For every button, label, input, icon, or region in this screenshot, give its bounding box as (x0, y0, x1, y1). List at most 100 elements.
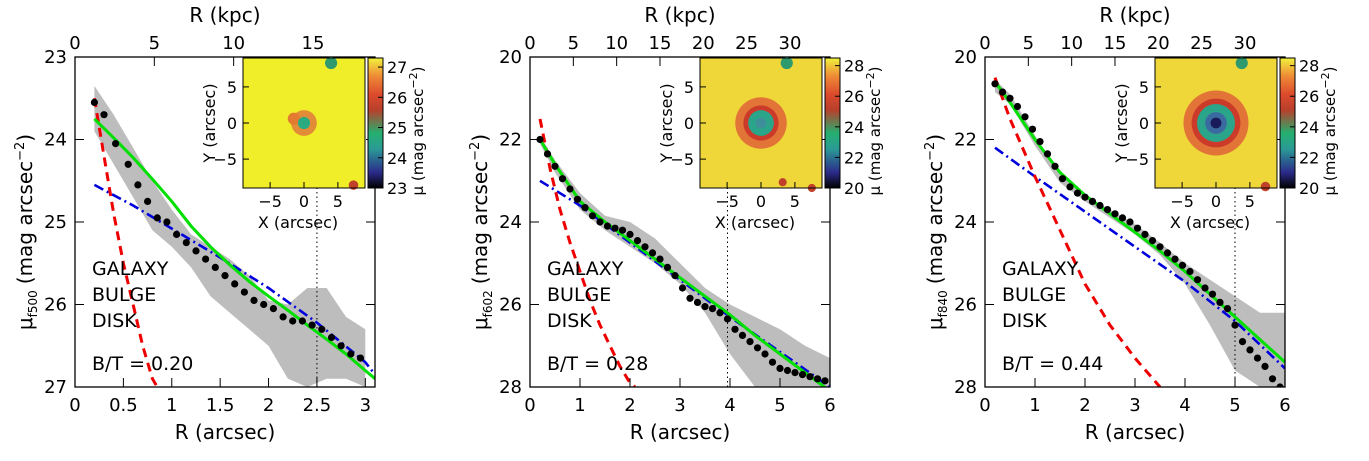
data-point (347, 350, 355, 358)
top-tick-label: 5 (568, 33, 579, 54)
bt-ratio-label: B/T = 0.44 (1002, 353, 1103, 375)
plot-area (991, 57, 1285, 387)
profile-panel-1: 0 0.5 1 1.5 2 2.5 3 0 5 10 15 R (arcsec) R (kpc) 23 24… (13, 3, 427, 444)
data-point (813, 375, 822, 383)
data-point (648, 249, 657, 257)
top-axis-label: R (kpc) (1099, 3, 1170, 27)
data-point (1096, 201, 1104, 210)
y-label-symbol: μ (468, 317, 492, 330)
colorbar-label-text: μ (mag arcsec (1321, 89, 1339, 196)
y-tick-label: 24 (44, 130, 67, 151)
legend-galaxy: GALAXY (547, 258, 624, 280)
x-tick-label: 1 (166, 395, 177, 416)
y-tick-label: 27 (44, 377, 67, 398)
disk-line (539, 179, 830, 387)
top-tick-label: 10 (1060, 33, 1083, 54)
plot-area (536, 57, 830, 387)
inset-y-label: Y (arcsec) (657, 83, 676, 163)
x-axis-label: R (arcsec) (630, 420, 731, 444)
data-point (1103, 206, 1112, 214)
data-point (124, 160, 132, 168)
x-tick-label: 5 (774, 395, 785, 416)
inset-source (1235, 56, 1248, 70)
data-point (153, 214, 161, 222)
y-tick-label: 24 (954, 212, 977, 233)
inset-source (1260, 181, 1271, 192)
inset-image: −5 0 5 5 0 −5 X (arcsec) Y (arcsec) (200, 56, 366, 232)
y-tick-label: 28 (954, 377, 977, 398)
data-point (1261, 362, 1269, 370)
data-point (603, 222, 612, 230)
data-point (298, 317, 306, 325)
colorbar (367, 57, 384, 189)
data-point (356, 354, 365, 362)
inset-x-label: X (arcsec) (1170, 213, 1250, 232)
colorbar-label-exponent: −2 (407, 72, 420, 88)
inset-x-tick-label: 5 (790, 192, 800, 211)
colorbar-tick-label: 24 (844, 118, 864, 137)
y-label-unit: (mag arcsec (13, 161, 37, 284)
data-point (1193, 276, 1202, 284)
y-label-close: ) (923, 134, 947, 142)
top-tick-label: 0 (69, 33, 80, 54)
data-point (1073, 189, 1082, 197)
data-point (588, 212, 597, 220)
y-tick-label: 22 (954, 130, 977, 151)
colorbar-tick-label: 20 (844, 179, 864, 198)
top-tick-label: 5 (149, 33, 160, 54)
inset-x-tick-label: 0 (756, 192, 766, 211)
colorbar-tick-label: 25 (387, 119, 407, 138)
legend-galaxy: GALAXY (92, 258, 169, 280)
profile-panel-2: 0 1 2 3 4 5 6 0 5 10 15 20 25 30 R (arcsec) R (kpc) 20 22… (468, 3, 884, 444)
plot-area (90, 57, 375, 387)
inset-y-tick-label: 5 (1139, 78, 1149, 97)
legend-bulge: BULGE (92, 284, 156, 306)
y-tick-label: 20 (954, 47, 977, 68)
inset-source (780, 56, 793, 70)
data-point (738, 331, 747, 339)
inset-y-label: Y (arcsec) (200, 83, 219, 163)
data-point (656, 255, 664, 263)
inset-y-tick-label: −5 (1125, 150, 1149, 169)
data-point (250, 296, 258, 304)
data-point (618, 226, 627, 234)
inset-source (778, 178, 787, 187)
data-point (1163, 249, 1172, 257)
y-label-filter: f602 (481, 290, 495, 317)
data-point (1028, 125, 1037, 133)
data-point (671, 272, 679, 280)
data-point (1178, 261, 1187, 269)
inset-source (287, 112, 300, 125)
data-point (581, 204, 589, 212)
inset-y-tick-label: 0 (1139, 114, 1149, 133)
data-point (776, 364, 784, 372)
y-tick-label: 20 (499, 47, 522, 68)
data-point (1006, 94, 1014, 102)
data-point (1238, 338, 1247, 346)
data-point (1036, 138, 1044, 146)
data-point (708, 305, 717, 313)
data-point (1088, 197, 1097, 205)
data-point (240, 288, 248, 296)
data-point (596, 218, 604, 226)
colorbar-tick-label: 27 (387, 58, 407, 77)
data-point (566, 185, 574, 193)
bt-ratio-label: B/T = 0.28 (547, 353, 648, 375)
y-label-exponent: −2 (468, 142, 483, 161)
x-tick-label: 5 (1229, 395, 1240, 416)
inset-source (297, 116, 311, 130)
data-point (641, 243, 649, 251)
data-point (1051, 162, 1059, 170)
data-point (1111, 210, 1119, 218)
x-tick-label: 1.5 (206, 395, 235, 416)
colorbar-tick-label: 28 (844, 57, 864, 76)
top-tick-label: 5 (1023, 33, 1034, 54)
colorbar-label-exponent: −2 (1319, 72, 1332, 88)
top-tick-label: 10 (605, 33, 628, 54)
inset-y-tick-label: 5 (684, 78, 694, 97)
colorbar (1279, 57, 1296, 189)
bt-ratio-label: B/T = 0.20 (92, 353, 193, 375)
inset-x-label: X (arcsec) (258, 213, 338, 232)
data-point (768, 358, 777, 366)
top-tick-label: 0 (979, 33, 990, 54)
